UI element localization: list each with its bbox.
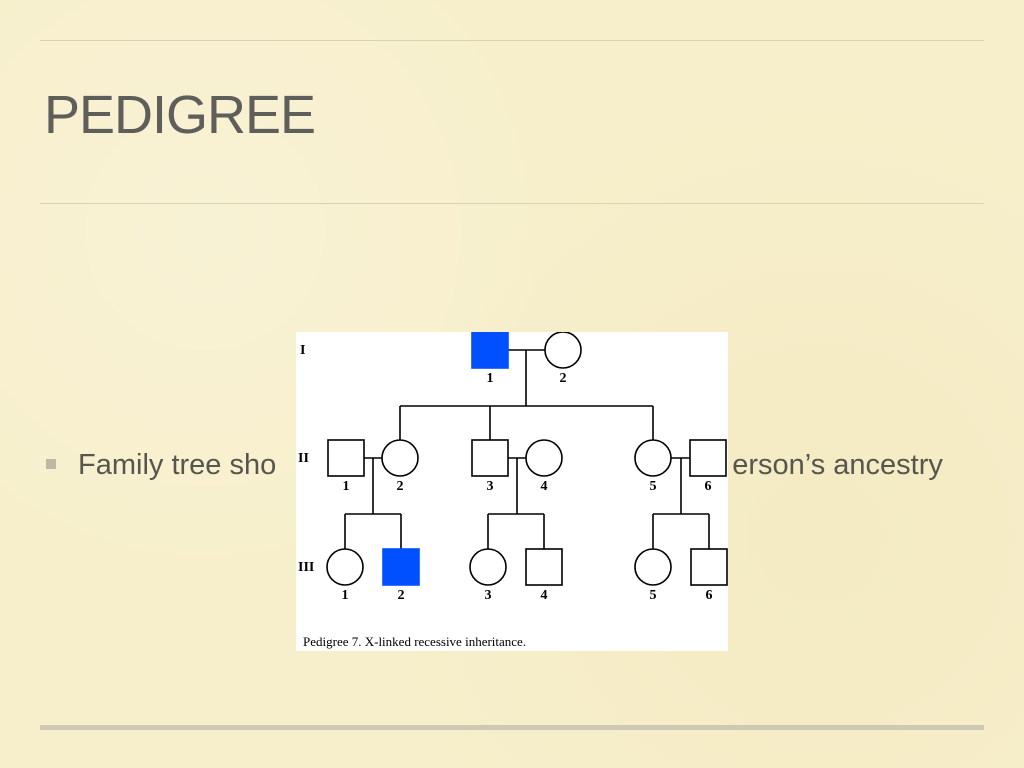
individual-number: 1 [487, 371, 494, 386]
male-symbol [689, 439, 727, 477]
individual-number: 1 [342, 588, 349, 603]
female-symbol [634, 439, 672, 477]
individual-number: 6 [706, 588, 713, 603]
individual-number: 4 [541, 479, 548, 494]
pedigree-figure: I II III 1 2 1 2 3 4 5 6 1 2 3 4 5 6 Pedigree 7. X-linke… [296, 332, 728, 651]
bullet-text: Family tree sho erson’s ancestry [78, 448, 943, 483]
female-symbol [525, 439, 563, 477]
female-symbol [381, 439, 419, 477]
individual-number: 5 [650, 588, 657, 603]
bottom-rule [40, 725, 984, 730]
female-symbol [326, 548, 364, 586]
bullet-text-start: Family tree sho [78, 449, 277, 481]
affected-male-symbol [382, 548, 420, 586]
individual-number: 2 [397, 479, 404, 494]
generation-label: I [300, 343, 305, 358]
individual-number: 3 [485, 588, 492, 603]
individual-number: 4 [541, 588, 548, 603]
female-symbol [544, 332, 582, 369]
individual-number: 3 [487, 479, 494, 494]
affected-male-symbol [471, 332, 509, 369]
male-symbol [327, 439, 365, 477]
individual-number: 2 [398, 588, 405, 603]
female-symbol [469, 548, 507, 586]
individual-number: 6 [705, 479, 712, 494]
individual-number: 1 [343, 479, 350, 494]
individual-number: 5 [650, 479, 657, 494]
male-symbol [525, 548, 563, 586]
pedigree-caption: Pedigree 7. X-linked recessive inheritan… [303, 634, 527, 649]
female-symbol [634, 548, 672, 586]
title-rule [40, 203, 984, 204]
generation-label: III [298, 560, 314, 575]
male-symbol [471, 439, 509, 477]
bullet-marker [46, 459, 56, 469]
individual-number: 2 [560, 371, 567, 386]
male-symbol [690, 548, 728, 586]
slide-title: PEDIGREE [44, 85, 316, 145]
top-rule [40, 40, 984, 41]
generation-label: II [298, 451, 309, 466]
bullet-text-end: erson’s ancestry [732, 449, 943, 481]
